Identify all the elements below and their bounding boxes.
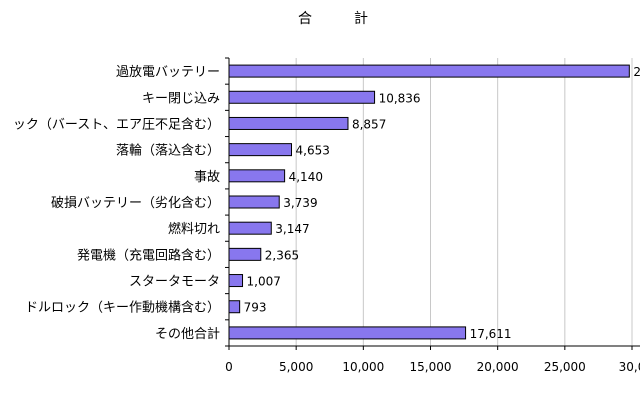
data-label: 4,653 — [296, 144, 330, 158]
bar — [228, 247, 262, 261]
chart-title: 合 計 — [298, 11, 382, 27]
category-label: 燃料切れ — [168, 221, 220, 237]
data-label: 3,739 — [283, 196, 317, 210]
data-label: 3,147 — [275, 222, 309, 236]
x-tick-label: 10,000 — [342, 360, 384, 374]
category-label: ドルロック（キー作動機構含む） — [25, 300, 220, 316]
bar — [228, 221, 272, 235]
data-label: 8,857 — [352, 117, 386, 131]
data-label: 2,365 — [265, 248, 299, 262]
data-label: 10,836 — [379, 91, 421, 105]
data-label: 4,140 — [289, 170, 323, 184]
data-label: 17,611 — [470, 327, 512, 341]
category-label: スタータモータ — [129, 275, 220, 290]
x-tick-label: 20,000 — [477, 360, 519, 374]
data-label: 793 — [244, 301, 267, 315]
data-label: 2 — [633, 65, 640, 79]
category-label: 破損バッテリー（劣化含む） — [51, 195, 220, 211]
x-tick-label: 30,0 — [619, 360, 640, 374]
category-label: その他合計 — [155, 326, 220, 342]
bar — [228, 300, 241, 314]
bar — [228, 169, 286, 183]
bar — [228, 274, 244, 288]
category-label: 事故 — [194, 170, 220, 185]
x-tick-label: 25,000 — [544, 360, 586, 374]
category-label: ック（バースト、エア圧不足含む） — [13, 116, 220, 132]
bar — [228, 326, 467, 340]
bar — [228, 195, 280, 209]
bar — [228, 64, 630, 78]
category-label: 発電機（充電回路含む） — [77, 247, 220, 263]
category-label: 落輪（落込含む） — [116, 143, 220, 159]
x-tick-label: 0 — [225, 360, 233, 374]
x-tick-label: 5,000 — [279, 360, 313, 374]
bar — [228, 116, 349, 130]
data-label: 1,007 — [247, 275, 281, 289]
bar — [228, 90, 376, 104]
bar — [228, 143, 293, 157]
x-tick-label: 15,000 — [410, 360, 452, 374]
category-label: キー閉じ込み — [142, 91, 220, 106]
category-label: 過放電バッテリー — [116, 65, 220, 80]
